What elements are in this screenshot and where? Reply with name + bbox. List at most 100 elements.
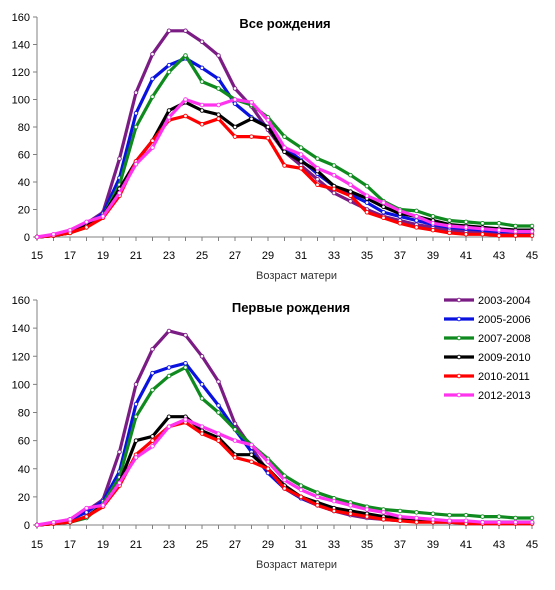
x-tick-label: 19 — [97, 250, 109, 262]
data-point — [232, 124, 238, 130]
series-line — [36, 97, 532, 239]
y-tick-label: 20 — [18, 205, 30, 217]
data-point — [216, 116, 221, 121]
series-line — [36, 365, 532, 527]
x-tick-label: 41 — [460, 539, 472, 551]
data-point — [249, 452, 254, 457]
data-point — [414, 515, 419, 521]
data-point — [166, 365, 172, 370]
data-point — [216, 86, 221, 91]
legend-marker — [456, 335, 462, 341]
data-point — [216, 438, 221, 443]
chart-panel-2: 0 20 40 60 80 100 120 140 160 15 17 19 21 23 25 27 29 31 3… — [12, 295, 538, 571]
data-point — [34, 522, 40, 528]
data-point — [298, 487, 304, 493]
y-tick-label: 140 — [12, 40, 30, 52]
y-tick-label: 40 — [18, 464, 30, 476]
y-tick-label: 0 — [24, 520, 30, 532]
data-point — [315, 165, 320, 171]
data-point — [298, 159, 304, 164]
data-point — [199, 431, 205, 436]
data-point — [298, 483, 304, 488]
series-2009-2010 — [34, 414, 535, 528]
data-point — [232, 455, 238, 460]
data-point — [414, 225, 419, 230]
data-point — [232, 438, 238, 443]
data-point — [249, 134, 254, 139]
data-point — [529, 233, 535, 238]
x-tick-label: 39 — [427, 250, 439, 262]
y-tick-label: 160 — [12, 295, 30, 307]
x-tick-label: 37 — [394, 539, 406, 551]
data-point — [397, 508, 403, 514]
data-point — [249, 99, 254, 105]
data-point — [265, 124, 271, 130]
data-point — [496, 514, 502, 519]
data-point — [496, 220, 502, 226]
data-point — [133, 90, 139, 95]
data-point — [315, 503, 320, 508]
data-point — [150, 444, 155, 449]
data-point — [282, 145, 287, 150]
data-point — [133, 124, 139, 130]
data-point — [133, 455, 139, 460]
data-point — [430, 220, 436, 226]
data-point — [397, 220, 403, 226]
data-point — [232, 427, 238, 432]
data-point — [480, 226, 485, 231]
data-point — [414, 218, 419, 223]
data-point — [298, 145, 304, 150]
data-point — [199, 102, 205, 108]
x-tick-label: 23 — [163, 539, 175, 551]
data-point — [166, 328, 172, 334]
series-2012-2013 — [34, 97, 535, 240]
data-point — [133, 438, 139, 443]
x-tick-label: 17 — [64, 250, 76, 262]
data-point — [100, 503, 106, 508]
x-tick-label: 41 — [460, 250, 472, 262]
data-point — [183, 332, 188, 338]
data-point — [414, 519, 419, 525]
series-2007-2008 — [34, 365, 535, 528]
data-point — [199, 424, 205, 429]
data-point — [150, 370, 155, 376]
legend-label: 2005-2006 — [478, 314, 531, 326]
series-2009-2010 — [34, 99, 535, 240]
data-point — [298, 494, 304, 500]
x-tick-label: 29 — [262, 539, 274, 551]
data-point — [364, 514, 370, 519]
x-tick-label: 33 — [328, 250, 340, 262]
data-point — [232, 86, 238, 91]
data-point — [166, 28, 172, 34]
data-point — [331, 190, 337, 196]
data-point — [348, 198, 353, 204]
data-point — [513, 519, 518, 525]
data-point — [265, 117, 271, 123]
x-tick-label: 43 — [493, 539, 505, 551]
data-point — [166, 424, 172, 429]
y-tick-label: 120 — [12, 67, 30, 79]
chart-panel-1: 0 20 40 60 80 100 120 140 160 15 17 19 21 23 25 27 29 31 3… — [12, 12, 538, 282]
x-tick-label: 27 — [229, 539, 241, 551]
data-point — [397, 518, 403, 524]
y-tick-label: 60 — [18, 436, 30, 448]
x-axis-label: Возраст матери — [256, 559, 337, 571]
chart-title: Первые рождения — [232, 300, 350, 315]
data-point — [183, 361, 188, 366]
data-point — [150, 387, 155, 393]
legend-marker — [456, 316, 462, 322]
data-point — [447, 218, 452, 223]
data-point — [463, 231, 469, 237]
data-point — [84, 225, 89, 230]
data-point — [265, 459, 271, 464]
y-tick-label: 80 — [18, 122, 30, 134]
legend-item: 2009-2010 — [444, 352, 531, 364]
data-point — [282, 134, 287, 139]
y-tick-label: 40 — [18, 177, 30, 189]
x-tick-label: 25 — [196, 250, 208, 262]
data-point — [133, 414, 139, 419]
data-point — [529, 223, 535, 229]
data-point — [480, 514, 485, 519]
data-point — [331, 508, 337, 514]
